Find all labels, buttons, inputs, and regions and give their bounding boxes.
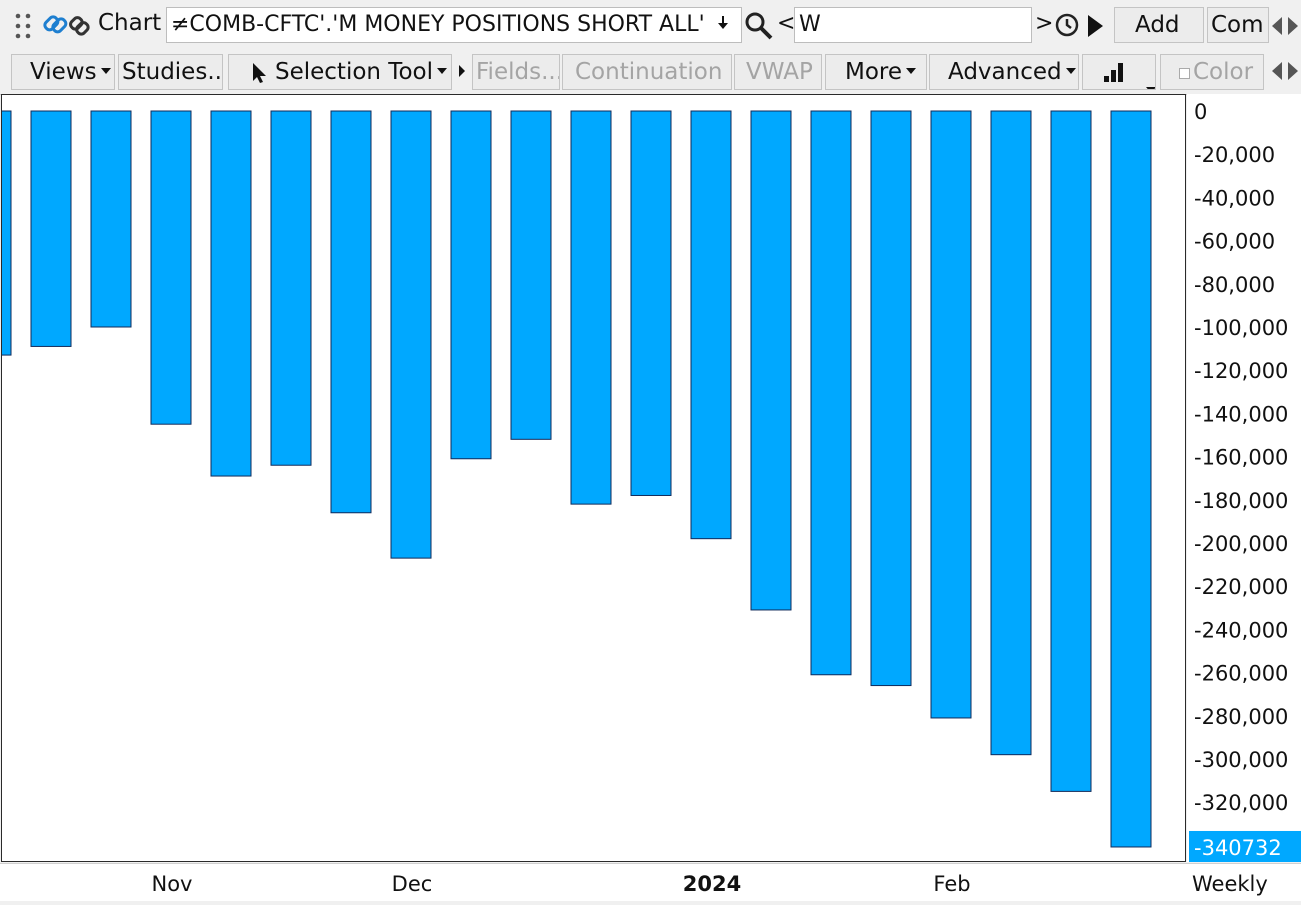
color-label: Color bbox=[1193, 59, 1254, 85]
y-tick-label: -120,000 bbox=[1194, 359, 1288, 383]
advanced-button[interactable]: Advanced bbox=[929, 54, 1079, 90]
y-tick-label: -200,000 bbox=[1194, 532, 1288, 556]
advanced-label: Advanced bbox=[948, 59, 1062, 85]
x-axis-labels: Nov Dec 2024 Feb Weekly bbox=[152, 872, 1268, 896]
y-tick-label: -220,000 bbox=[1194, 575, 1288, 599]
bar-19 bbox=[1110, 110, 1152, 848]
bar-6 bbox=[330, 110, 372, 514]
bar-2 bbox=[90, 110, 132, 328]
y-tick-label: -300,000 bbox=[1194, 748, 1288, 772]
bar-15 bbox=[870, 110, 912, 687]
continuation-label: Continuation bbox=[575, 59, 723, 85]
views-label: Views bbox=[30, 59, 97, 85]
vwap-button[interactable]: VWAP bbox=[734, 54, 822, 90]
continuation-button[interactable]: Continuation bbox=[562, 54, 732, 90]
color-checkbox-icon bbox=[1179, 68, 1190, 79]
x-tick-label: Dec bbox=[392, 872, 433, 896]
bar-1 bbox=[30, 110, 72, 347]
bar-12 bbox=[690, 110, 732, 540]
search-icon[interactable] bbox=[744, 11, 774, 41]
plot-area[interactable] bbox=[0, 94, 1186, 862]
studies-label: Studies... bbox=[122, 59, 223, 85]
views-caret-icon bbox=[100, 67, 111, 74]
bar-11 bbox=[630, 110, 672, 496]
y-tick-label: -40,000 bbox=[1194, 186, 1275, 210]
link-icon[interactable] bbox=[40, 11, 92, 39]
bar-8 bbox=[450, 110, 492, 460]
y-tick-label: -60,000 bbox=[1194, 230, 1275, 254]
bar-4 bbox=[210, 110, 252, 477]
last-value-marker bbox=[1189, 830, 1301, 863]
y-tick-label: -80,000 bbox=[1194, 273, 1275, 297]
chart-style-button[interactable] bbox=[1082, 54, 1156, 90]
selection-tool-label: Selection Tool bbox=[275, 59, 433, 85]
bar-18 bbox=[1050, 110, 1092, 792]
period-label: Weekly bbox=[1192, 872, 1268, 896]
drag-handle-icon[interactable] bbox=[14, 12, 34, 40]
x-tick-label: 2024 bbox=[683, 872, 741, 896]
com-label: Com bbox=[1211, 12, 1264, 38]
y-tick-label: 0 bbox=[1194, 100, 1207, 124]
aggregation-input[interactable]: W bbox=[794, 7, 1032, 43]
bar-10 bbox=[570, 110, 612, 505]
chart-label: Chart bbox=[98, 10, 162, 36]
y-tick-label: -100,000 bbox=[1194, 316, 1288, 340]
x-tick-label: Feb bbox=[933, 872, 970, 896]
symbol-dropdown-arrow-icon[interactable] bbox=[716, 16, 730, 32]
chart-toolbar: Chart ≠COMB-CFTC'.'M MONEY POSITIONS SHO… bbox=[0, 0, 1301, 51]
studies-button[interactable]: Studies... bbox=[118, 54, 223, 90]
bar-0 bbox=[0, 110, 12, 356]
symbol-text: ≠COMB-CFTC'.'M MONEY POSITIONS SHORT ALL… bbox=[171, 12, 705, 37]
bar-chart bbox=[0, 110, 1152, 848]
scroll-arrows-icon-2[interactable] bbox=[1271, 59, 1299, 83]
bar-5 bbox=[270, 110, 312, 466]
y-tick-label: -140,000 bbox=[1194, 402, 1288, 426]
x-tick-label: Nov bbox=[152, 872, 193, 896]
bar-13 bbox=[750, 110, 792, 611]
bar-16 bbox=[930, 110, 972, 719]
bar-17 bbox=[990, 110, 1032, 756]
bar-3 bbox=[150, 110, 192, 425]
play-icon[interactable] bbox=[1087, 14, 1105, 38]
chart-toolbar-secondary: Views Studies... Selection Tool Fields..… bbox=[0, 50, 1301, 95]
vwap-label: VWAP bbox=[746, 59, 813, 85]
scroll-arrows-icon[interactable] bbox=[1271, 14, 1299, 38]
prev-aggregation-button[interactable]: < bbox=[777, 11, 796, 36]
y-axis[interactable]: 0 -20,000 -40,000 -60,000 -80,000 -100,000 -12… bbox=[1187, 94, 1301, 863]
fields-button[interactable]: Fields... bbox=[472, 54, 560, 90]
advanced-caret-icon bbox=[1065, 67, 1076, 74]
more-button[interactable]: More bbox=[825, 54, 927, 90]
clock-icon[interactable] bbox=[1054, 12, 1081, 39]
aggregation-text: W bbox=[799, 12, 821, 37]
y-tick-label: -240,000 bbox=[1194, 618, 1288, 642]
y-tick-label: -260,000 bbox=[1194, 662, 1288, 686]
next-aggregation-button[interactable]: > bbox=[1035, 11, 1054, 36]
y-axis-ticks: 0 -20,000 -40,000 -60,000 -80,000 -100,000 -12… bbox=[1189, 100, 1301, 863]
bar-14 bbox=[810, 110, 852, 676]
symbol-input[interactable]: ≠COMB-CFTC'.'M MONEY POSITIONS SHORT ALL… bbox=[166, 7, 742, 43]
com-button[interactable]: Com bbox=[1207, 7, 1269, 43]
add-button[interactable]: Add bbox=[1114, 7, 1204, 43]
y-tick-label: -280,000 bbox=[1194, 705, 1288, 729]
more-caret-icon bbox=[906, 67, 917, 74]
selection-tool-button[interactable]: Selection Tool bbox=[228, 54, 452, 90]
y-tick-label: -180,000 bbox=[1194, 489, 1288, 513]
chart-style-caret-icon bbox=[1146, 86, 1155, 89]
add-label: Add bbox=[1135, 12, 1180, 38]
selection-tool-caret-icon bbox=[436, 67, 447, 74]
cursor-arrow-icon bbox=[253, 63, 266, 83]
last-value-label: -340732 bbox=[1194, 836, 1282, 860]
x-axis[interactable]: Nov Dec 2024 Feb Weekly bbox=[0, 863, 1301, 901]
fields-label: Fields... bbox=[476, 59, 560, 85]
y-tick-label: -320,000 bbox=[1194, 791, 1288, 815]
bar-chart-icon bbox=[1104, 63, 1123, 82]
color-button[interactable]: Color bbox=[1160, 54, 1264, 90]
y-tick-label: -20,000 bbox=[1194, 143, 1275, 167]
views-button[interactable]: Views bbox=[11, 54, 115, 90]
more-label: More bbox=[845, 59, 903, 85]
bar-9 bbox=[510, 110, 552, 440]
expand-arrow-icon[interactable] bbox=[457, 64, 467, 78]
y-tick-label: -160,000 bbox=[1194, 446, 1288, 470]
bar-7 bbox=[390, 110, 432, 559]
